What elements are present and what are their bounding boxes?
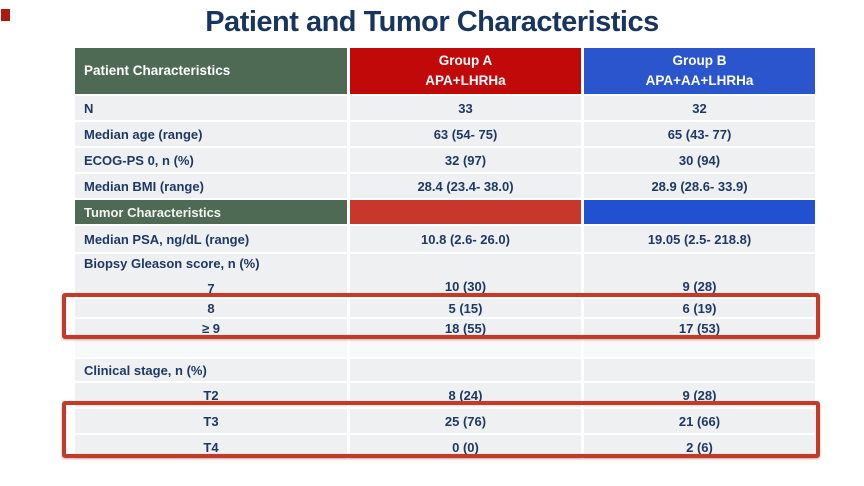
row-label: N (75, 96, 347, 120)
table-row-median-psa: Median PSA, ng/dL (range) 10.8 (2.6- 26.… (75, 226, 815, 252)
row-label: ECOG-PS 0, n (%) (75, 148, 347, 172)
corner-marker (1, 9, 10, 21)
table-row-clinical-stage: Clinical stage, n (%) (75, 359, 815, 381)
table-row-t2: T2 8 (24) 9 (28) (75, 383, 815, 407)
value-group-a: 25 (76) (350, 409, 581, 433)
value-group-b: 6 (19) (584, 299, 815, 317)
section-band-blue (584, 200, 815, 224)
table-row-n: N 33 32 (75, 96, 815, 120)
table-row-gleason-8: 8 5 (15) 6 (19) (75, 299, 815, 317)
row-label: ≥ 9 (75, 319, 347, 337)
group-a-label: Group A (438, 53, 493, 69)
row-label: T4 (75, 435, 347, 459)
value-group-b: 17 (53) (584, 319, 815, 337)
row-label: Biopsy Gleason score, n (%) 7 (75, 254, 347, 297)
table-row-median-age: Median age (range) 63 (54- 75) 65 (43- 7… (75, 122, 815, 146)
value-group-b (584, 359, 815, 381)
value-group-a: 33 (350, 96, 581, 120)
table-row-median-bmi: Median BMI (range) 28.4 (23.4- 38.0) 28.… (75, 174, 815, 198)
value-group-b: 21 (66) (584, 409, 815, 433)
page-title: Patient and Tumor Characteristics (205, 6, 659, 38)
spacer-cell (584, 339, 815, 357)
value-group-a: 18 (55) (350, 319, 581, 337)
characteristics-table: Patient Characteristics Group A APA+LHRH… (75, 48, 815, 461)
row-label: 8 (75, 299, 347, 317)
row-label: T3 (75, 409, 347, 433)
value-group-a: 5 (15) (350, 299, 581, 317)
value-group-a: 63 (54- 75) (350, 122, 581, 146)
header-patient-characteristics: Patient Characteristics (75, 48, 347, 94)
group-a-sublabel: APA+LHRHa (425, 73, 506, 88)
spacer-cell (350, 339, 581, 357)
row-label: Median PSA, ng/dL (range) (75, 226, 347, 252)
value-group-b: 30 (94) (584, 148, 815, 172)
value-group-b: 65 (43- 77) (584, 122, 815, 146)
gleason-group-label: Biopsy Gleason score, n (%) (84, 256, 260, 271)
value-group-b: 2 (6) (584, 435, 815, 459)
value-group-a: 0 (0) (350, 435, 581, 459)
value-group-b: 32 (584, 96, 815, 120)
gleason-sublabel-7: 7 (207, 281, 215, 296)
spacer-row (75, 339, 815, 357)
value-group-a: 8 (24) (350, 383, 581, 407)
value-group-b: 9 (28) (584, 254, 815, 295)
row-label: Median BMI (range) (75, 174, 347, 198)
value-group-b: 9 (28) (584, 383, 815, 407)
value-group-a: 28.4 (23.4- 38.0) (350, 174, 581, 198)
table-header-row: Patient Characteristics Group A APA+LHRH… (75, 48, 815, 94)
row-label: Clinical stage, n (%) (75, 359, 347, 381)
table-row-gleason-7: Biopsy Gleason score, n (%) 7 10 (30) 9 … (75, 254, 815, 297)
row-label: Median age (range) (75, 122, 347, 146)
section-row-tumor-characteristics: Tumor Characteristics (75, 200, 815, 224)
spacer-cell (75, 339, 347, 357)
table-row-t4: T4 0 (0) 2 (6) (75, 435, 815, 459)
header-group-b: Group B APA+AA+LHRHa (584, 48, 815, 94)
section-band-red (350, 200, 581, 224)
group-b-label: Group B (672, 53, 727, 69)
value-group-b: 28.9 (28.6- 33.9) (584, 174, 815, 198)
table-row-t3: T3 25 (76) 21 (66) (75, 409, 815, 433)
header-group-a: Group A APA+LHRHa (350, 48, 581, 94)
section-label: Tumor Characteristics (75, 200, 347, 224)
value-group-a: 10 (30) (350, 254, 581, 295)
table-row-gleason-9plus: ≥ 9 18 (55) 17 (53) (75, 319, 815, 337)
group-b-sublabel: APA+AA+LHRHa (645, 73, 754, 88)
table-row-ecog: ECOG-PS 0, n (%) 32 (97) 30 (94) (75, 148, 815, 172)
value-group-a: 10.8 (2.6- 26.0) (350, 226, 581, 252)
row-label: T2 (75, 383, 347, 407)
value-group-a (350, 359, 581, 381)
value-group-b: 19.05 (2.5- 218.8) (584, 226, 815, 252)
value-group-a: 32 (97) (350, 148, 581, 172)
